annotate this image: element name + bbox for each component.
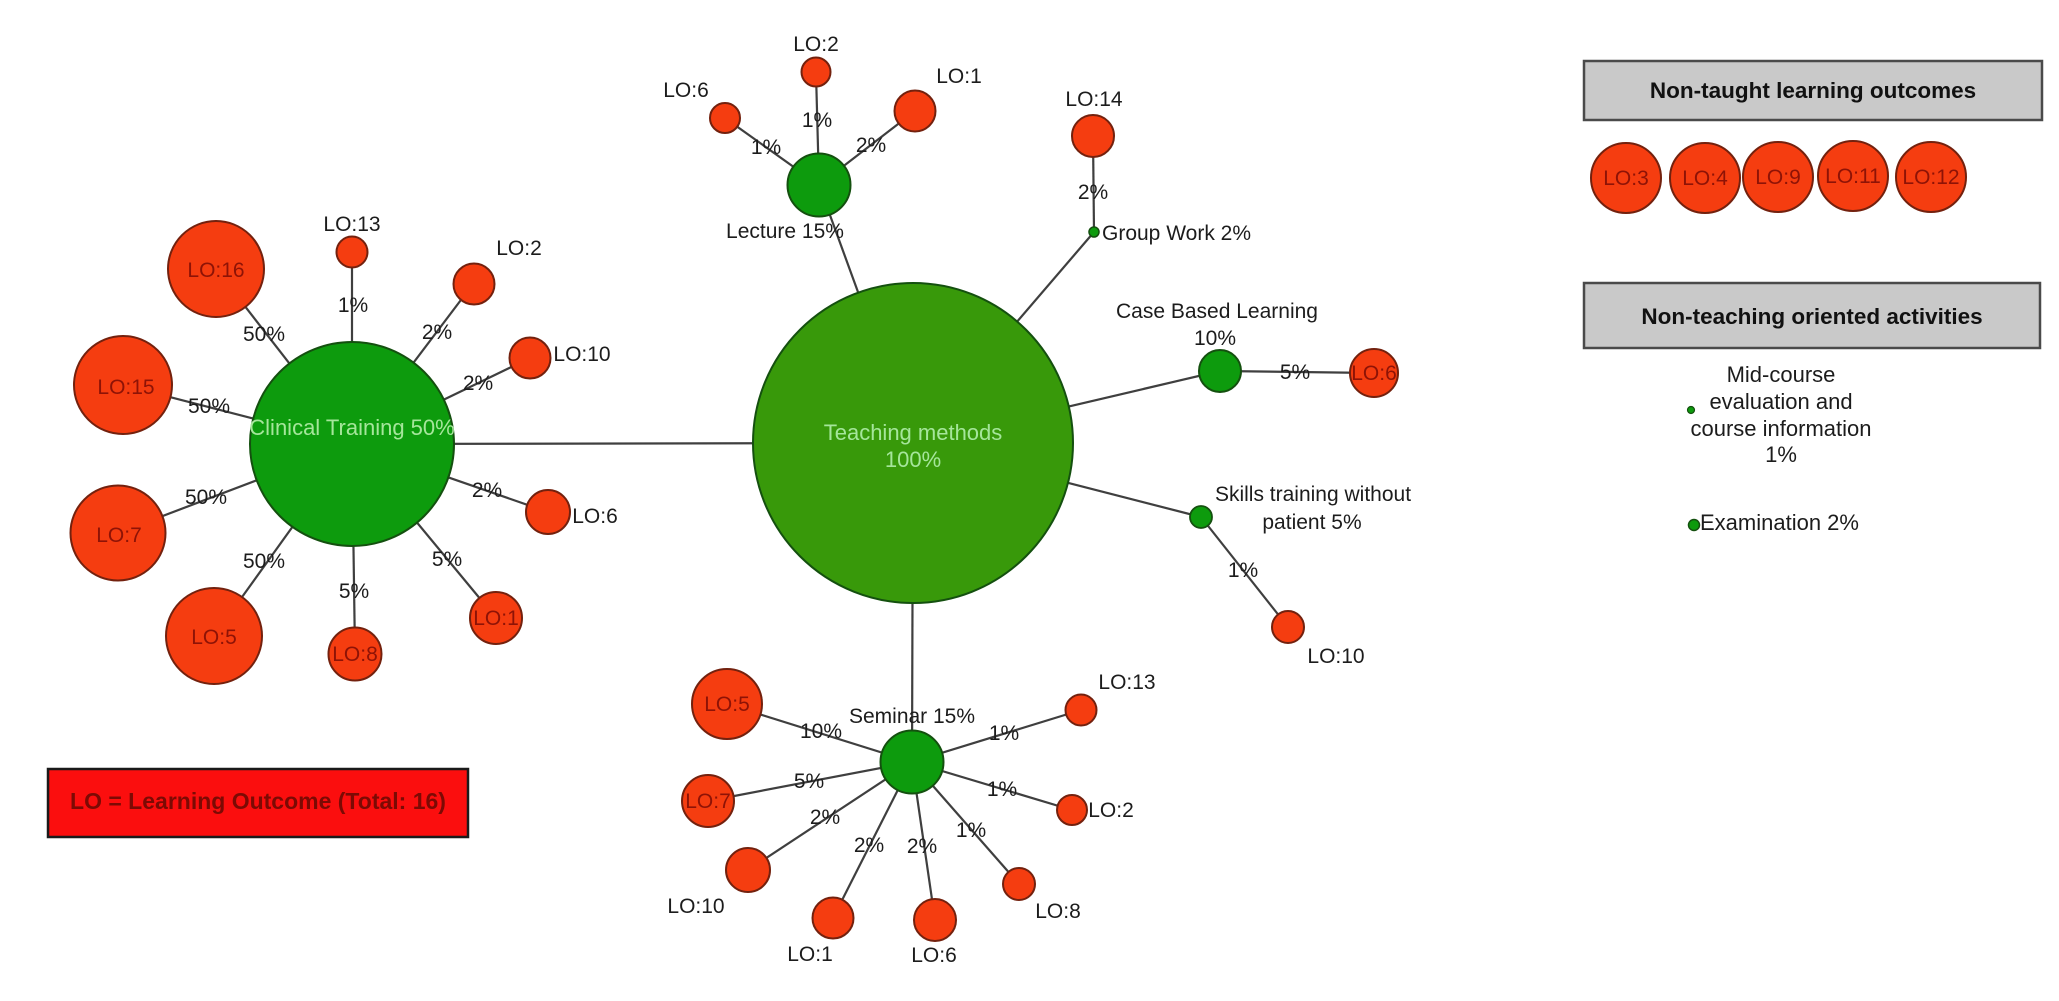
- svg-text:100%: 100%: [885, 447, 941, 472]
- svg-text:LO:11: LO:11: [1825, 165, 1881, 188]
- svg-text:50%: 50%: [243, 323, 285, 346]
- svg-text:LO:3: LO:3: [1603, 167, 1649, 190]
- svg-text:Teaching methods: Teaching methods: [824, 420, 1003, 445]
- svg-text:LO:5: LO:5: [191, 626, 237, 649]
- svg-text:LO:12: LO:12: [1902, 166, 1959, 189]
- svg-text:1%: 1%: [1765, 442, 1797, 467]
- svg-text:LO:2: LO:2: [1088, 799, 1134, 822]
- svg-text:2%: 2%: [422, 321, 452, 344]
- svg-text:5%: 5%: [1280, 361, 1310, 384]
- svg-text:LO:7: LO:7: [96, 524, 142, 547]
- svg-text:5%: 5%: [794, 770, 824, 793]
- svg-text:1%: 1%: [1228, 559, 1258, 582]
- svg-text:LO:1: LO:1: [473, 607, 519, 630]
- svg-text:Clinical Training 50%: Clinical Training 50%: [249, 415, 454, 440]
- svg-text:Mid-course: Mid-course: [1727, 362, 1836, 387]
- svg-text:LO:16: LO:16: [187, 259, 244, 282]
- svg-text:1%: 1%: [956, 819, 986, 842]
- svg-text:10%: 10%: [800, 720, 842, 743]
- svg-text:LO:1: LO:1: [787, 943, 833, 966]
- svg-text:LO:4: LO:4: [1682, 167, 1728, 190]
- svg-text:2%: 2%: [810, 806, 840, 829]
- svg-text:50%: 50%: [243, 550, 285, 573]
- svg-text:2%: 2%: [854, 834, 884, 857]
- svg-text:LO:14: LO:14: [1065, 88, 1123, 111]
- svg-text:course information: course information: [1691, 416, 1872, 441]
- svg-text:LO:13: LO:13: [323, 213, 380, 236]
- svg-text:LO:10: LO:10: [553, 343, 610, 366]
- svg-text:LO:10: LO:10: [667, 895, 724, 918]
- svg-text:2%: 2%: [472, 479, 502, 502]
- svg-text:2%: 2%: [463, 372, 493, 395]
- svg-text:LO:1: LO:1: [936, 65, 982, 88]
- svg-text:50%: 50%: [185, 486, 227, 509]
- svg-text:LO:5: LO:5: [704, 693, 750, 716]
- svg-text:LO:2: LO:2: [793, 33, 839, 56]
- svg-text:1%: 1%: [802, 109, 832, 132]
- svg-text:LO:8: LO:8: [332, 643, 378, 666]
- svg-text:50%: 50%: [188, 395, 230, 418]
- svg-text:LO:2: LO:2: [496, 237, 542, 260]
- svg-text:LO:10: LO:10: [1307, 645, 1364, 668]
- svg-text:Lecture 15%: Lecture 15%: [726, 220, 844, 243]
- svg-text:LO:15: LO:15: [97, 376, 154, 399]
- svg-text:LO = Learning Outcome (Total:: LO = Learning Outcome (Total: 16): [70, 788, 446, 814]
- svg-text:LO:8: LO:8: [1035, 900, 1081, 923]
- svg-text:patient 5%: patient 5%: [1262, 511, 1361, 534]
- svg-text:5%: 5%: [432, 548, 462, 571]
- svg-text:2%: 2%: [856, 134, 886, 157]
- svg-text:Group Work 2%: Group Work 2%: [1102, 222, 1251, 245]
- svg-text:1%: 1%: [989, 722, 1019, 745]
- svg-text:10%: 10%: [1194, 327, 1236, 350]
- svg-text:2%: 2%: [1078, 181, 1108, 204]
- svg-text:evaluation and: evaluation and: [1709, 389, 1852, 414]
- svg-text:LO:9: LO:9: [1755, 166, 1801, 189]
- svg-text:Examination 2%: Examination 2%: [1700, 510, 1859, 535]
- svg-text:LO:6: LO:6: [663, 79, 709, 102]
- svg-text:1%: 1%: [987, 778, 1017, 801]
- svg-text:LO:13: LO:13: [1098, 671, 1155, 694]
- svg-text:5%: 5%: [339, 580, 369, 603]
- svg-text:LO:6: LO:6: [1351, 362, 1397, 385]
- svg-text:LO:7: LO:7: [685, 790, 731, 813]
- svg-text:Skills training without: Skills training without: [1215, 483, 1411, 506]
- svg-text:2%: 2%: [907, 835, 937, 858]
- svg-text:Case Based Learning: Case Based Learning: [1116, 300, 1318, 323]
- svg-text:Seminar 15%: Seminar 15%: [849, 705, 975, 728]
- svg-text:LO:6: LO:6: [572, 505, 618, 528]
- svg-text:LO:6: LO:6: [911, 944, 957, 967]
- svg-text:1%: 1%: [338, 294, 368, 317]
- svg-text:Non-teaching oriented activiti: Non-teaching oriented activities: [1641, 304, 1982, 329]
- svg-text:1%: 1%: [751, 136, 781, 159]
- svg-text:Non-taught learning outcomes: Non-taught learning outcomes: [1650, 78, 1976, 103]
